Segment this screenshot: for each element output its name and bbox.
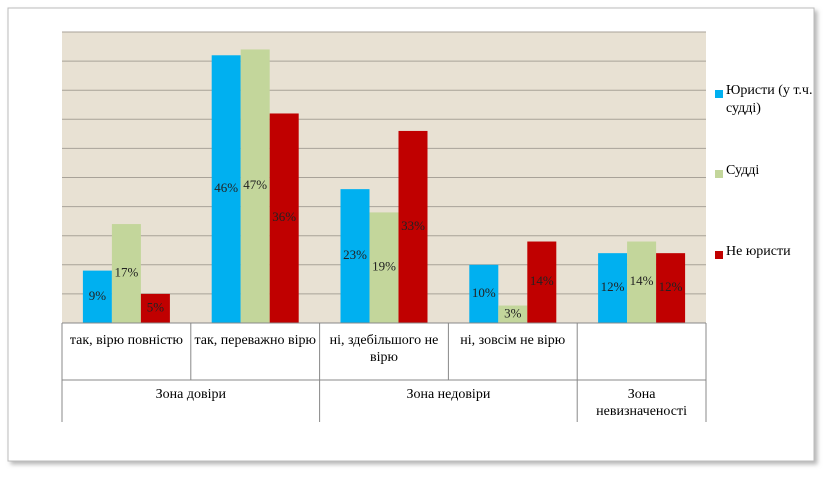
bar <box>598 253 628 323</box>
data-label: 47% <box>243 177 267 192</box>
data-label: 14% <box>630 273 654 288</box>
bar <box>656 253 686 323</box>
data-label: 12% <box>601 279 625 294</box>
group-label: Зона недовіри <box>406 387 491 402</box>
legend-label: Юристи (у т.ч. судді) <box>726 83 813 116</box>
legend-label: Судді <box>726 163 760 178</box>
data-label: 9% <box>89 288 107 303</box>
x-tick-label: так, переважно вірю <box>194 333 316 348</box>
data-label: 17% <box>114 265 138 280</box>
x-tick-label-box: так, переважно вірю <box>194 333 316 348</box>
legend-marker <box>715 170 723 178</box>
data-label: 12% <box>659 279 683 294</box>
legend-label-box: Юристи (у т.ч. судді) <box>726 83 813 116</box>
data-label: 14% <box>530 273 554 288</box>
bar <box>398 130 428 323</box>
x-tick-label-box: ні, здебільшого не вірю <box>329 333 439 365</box>
data-label: 19% <box>372 259 396 274</box>
legend-label-box: Судді <box>726 163 760 178</box>
bar <box>527 241 557 323</box>
bar <box>498 305 528 323</box>
group-label-box: Зона недовіри <box>406 387 491 402</box>
bar <box>469 264 499 323</box>
group-label: Зона невизначеності <box>596 387 687 419</box>
data-label: 3% <box>504 305 522 320</box>
group-label-box: Зона довіри <box>155 387 226 402</box>
x-tick-label-box: так, вірю повністю <box>69 333 183 348</box>
bar <box>369 212 399 323</box>
bar <box>240 49 270 324</box>
bar <box>211 55 241 323</box>
legend-marker <box>715 90 723 98</box>
data-label: 33% <box>401 218 425 233</box>
bar <box>340 189 370 323</box>
data-label: 5% <box>147 299 165 314</box>
bar <box>82 270 112 323</box>
data-label: 10% <box>472 285 496 300</box>
data-label: 46% <box>214 180 238 195</box>
x-tick-label: ні, зовсім не вірю <box>460 333 566 348</box>
bar <box>269 113 299 323</box>
group-label-box: Зона невизначеності <box>596 387 687 419</box>
data-label: 23% <box>343 247 367 262</box>
x-tick-label-box: ні, зовсім не вірю <box>460 333 566 348</box>
x-tick-label: ні, здебільшого не вірю <box>329 333 439 365</box>
data-label: 36% <box>272 209 296 224</box>
legend-label-box: Не юристи <box>726 244 791 259</box>
legend-marker <box>715 251 723 259</box>
group-label: Зона довіри <box>155 387 226 402</box>
bar <box>140 293 170 323</box>
legend-label: Не юристи <box>726 244 791 259</box>
bar <box>627 241 657 323</box>
bar <box>111 224 141 323</box>
x-tick-label: так, вірю повністю <box>69 333 183 348</box>
